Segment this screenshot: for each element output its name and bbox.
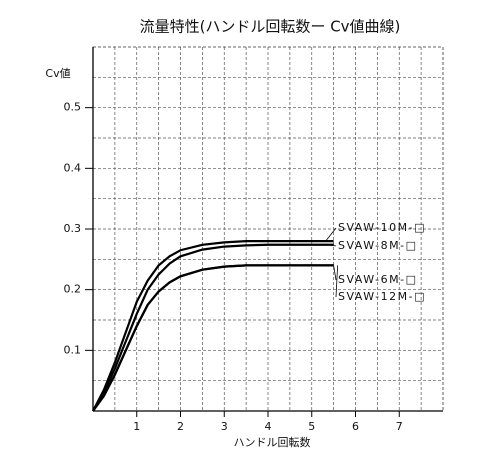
- series-line: [92, 264, 334, 412]
- x-tick-label: 1: [133, 420, 140, 433]
- series-line: [92, 264, 334, 412]
- legend-label: SVAW-8M-□: [338, 239, 417, 252]
- legend-label: SVAW-6M-□: [338, 273, 417, 286]
- chart-title: 流量特性(ハンドル回転数ー Cv値曲線): [140, 18, 401, 36]
- legend-label: SVAW-12M-□: [338, 290, 426, 303]
- legend-label: SVAW-10M-□: [338, 221, 426, 234]
- x-tick-label: 5: [308, 420, 315, 433]
- y-tick-label: 0.5: [64, 101, 82, 114]
- y-tick-label: 0.2: [64, 283, 82, 296]
- x-tick-label: 2: [177, 420, 184, 433]
- x-tick-label: 3: [221, 420, 228, 433]
- leader-line: [333, 265, 337, 281]
- y-tick-label: 0.4: [64, 161, 82, 174]
- y-tick-label: 0.1: [64, 343, 82, 356]
- x-tick-label: 4: [265, 420, 272, 433]
- series-line: [92, 240, 334, 412]
- y-axis-label: Cv値: [45, 67, 70, 80]
- y-tick-label: 0.3: [64, 222, 82, 235]
- x-axis-label: ハンドル回転数: [234, 436, 311, 449]
- x-tick-label: 7: [396, 420, 403, 433]
- leader-line: [329, 244, 337, 247]
- leader-line: [325, 227, 337, 242]
- leader-line: [335, 265, 339, 298]
- series-line: [92, 243, 334, 412]
- x-tick-label: 6: [352, 420, 359, 433]
